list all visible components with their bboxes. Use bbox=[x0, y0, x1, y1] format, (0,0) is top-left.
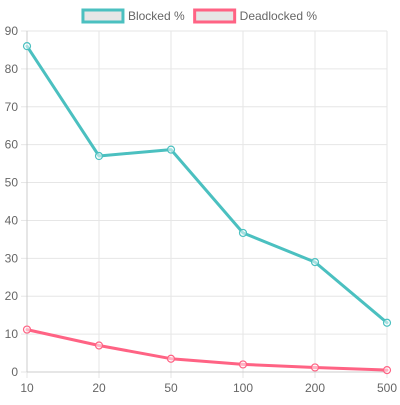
y-tick-label: 50 bbox=[5, 176, 19, 190]
x-tick-label: 200 bbox=[305, 381, 325, 395]
data-point bbox=[22, 325, 32, 334]
series-line bbox=[25, 328, 389, 372]
y-tick-label: 60 bbox=[5, 138, 19, 152]
y-tick-label: 80 bbox=[5, 62, 19, 76]
x-tick-label: 10 bbox=[20, 381, 34, 395]
legend-swatch bbox=[193, 8, 237, 24]
legend-item-0: Blocked % bbox=[81, 8, 185, 24]
y-tick-label: 20 bbox=[5, 289, 19, 303]
x-tick-label: 500 bbox=[377, 381, 397, 395]
data-point bbox=[166, 145, 176, 154]
data-point bbox=[238, 228, 248, 238]
y-tick-label: 40 bbox=[5, 213, 19, 227]
x-tick-label: 50 bbox=[164, 381, 178, 395]
data-point bbox=[94, 151, 104, 161]
legend-label: Deadlocked % bbox=[240, 9, 318, 23]
series-0 bbox=[22, 42, 392, 327]
data-point bbox=[166, 354, 176, 363]
x-axis-ticks: 10 20 50 100 200 500 bbox=[20, 381, 397, 395]
axes bbox=[26, 31, 387, 373]
grid bbox=[21, 30, 388, 378]
data-point bbox=[382, 318, 392, 327]
x-tick-label: 20 bbox=[92, 381, 106, 395]
legend-item-1: Deadlocked % bbox=[193, 8, 318, 24]
y-tick-label: 30 bbox=[5, 251, 19, 265]
y-tick-label: 70 bbox=[5, 100, 19, 114]
y-tick-label: 90 bbox=[5, 24, 19, 38]
x-tick-label: 100 bbox=[233, 381, 253, 395]
series-layer bbox=[22, 42, 392, 375]
y-tick-label: 0 bbox=[11, 365, 18, 379]
data-point bbox=[382, 366, 392, 375]
y-axis-ticks: 0 10 20 30 40 50 60 70 80 90 bbox=[5, 24, 19, 379]
data-point bbox=[310, 258, 320, 267]
series-line bbox=[25, 44, 389, 325]
data-point bbox=[310, 363, 320, 372]
legend: Blocked % Deadlocked % bbox=[81, 8, 318, 24]
data-point bbox=[94, 341, 104, 350]
data-point bbox=[22, 42, 32, 51]
y-tick-label: 10 bbox=[5, 327, 19, 341]
legend-label: Blocked % bbox=[128, 9, 185, 23]
data-point bbox=[238, 360, 248, 369]
series-1 bbox=[22, 325, 392, 375]
legend-swatch bbox=[81, 8, 125, 24]
